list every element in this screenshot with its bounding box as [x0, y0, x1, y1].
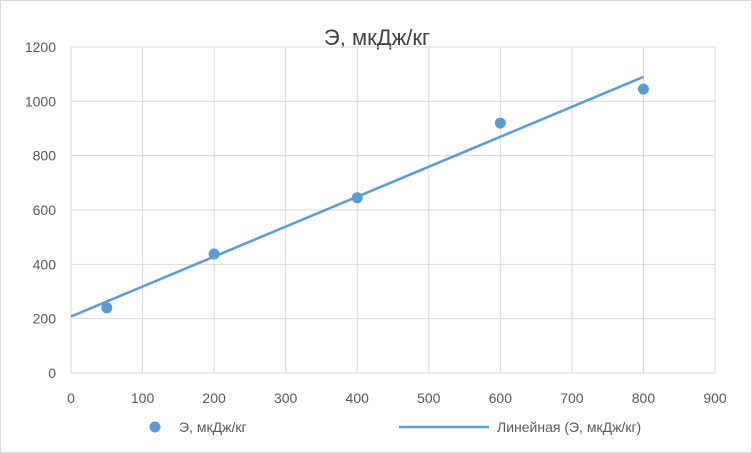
data-point: [101, 302, 113, 314]
x-tick-label: 100: [131, 390, 155, 406]
y-tick-label: 0: [48, 365, 56, 381]
legend-label: Э, мкДж/кг: [179, 419, 247, 435]
x-tick-label: 600: [489, 390, 513, 406]
x-tick-label: 700: [560, 390, 584, 406]
x-tick-label: 400: [346, 390, 370, 406]
gridlines: [70, 46, 716, 374]
data-point: [494, 117, 506, 129]
data-points: [101, 83, 649, 314]
legend: Э, мкДж/кг Линейная (Э, мкДж/кг): [149, 419, 641, 435]
y-tick-label: 1200: [25, 39, 56, 55]
x-tick-label: 200: [202, 390, 226, 406]
x-tick-label: 0: [67, 390, 75, 406]
data-point: [637, 83, 649, 95]
y-tick-label: 1000: [25, 93, 56, 109]
x-tick-label: 300: [274, 390, 298, 406]
chart-title: Э, мкДж/кг: [324, 25, 430, 50]
axes: 0 200 400 600 800 1000 1200 0 100 200 300 400 500 600…: [25, 39, 727, 406]
legend-marker-icon: [149, 421, 161, 433]
x-tick-label: 900: [703, 390, 727, 406]
legend-label: Линейная (Э, мкДж/кг): [497, 419, 641, 435]
x-tick-label: 800: [632, 390, 656, 406]
data-point: [351, 192, 363, 204]
x-tick-label: 500: [417, 390, 441, 406]
y-tick-label: 600: [33, 202, 57, 218]
y-tick-label: 800: [33, 148, 57, 164]
y-tick-label: 400: [33, 256, 57, 272]
y-tick-label: 200: [33, 311, 57, 327]
data-point: [208, 248, 220, 260]
